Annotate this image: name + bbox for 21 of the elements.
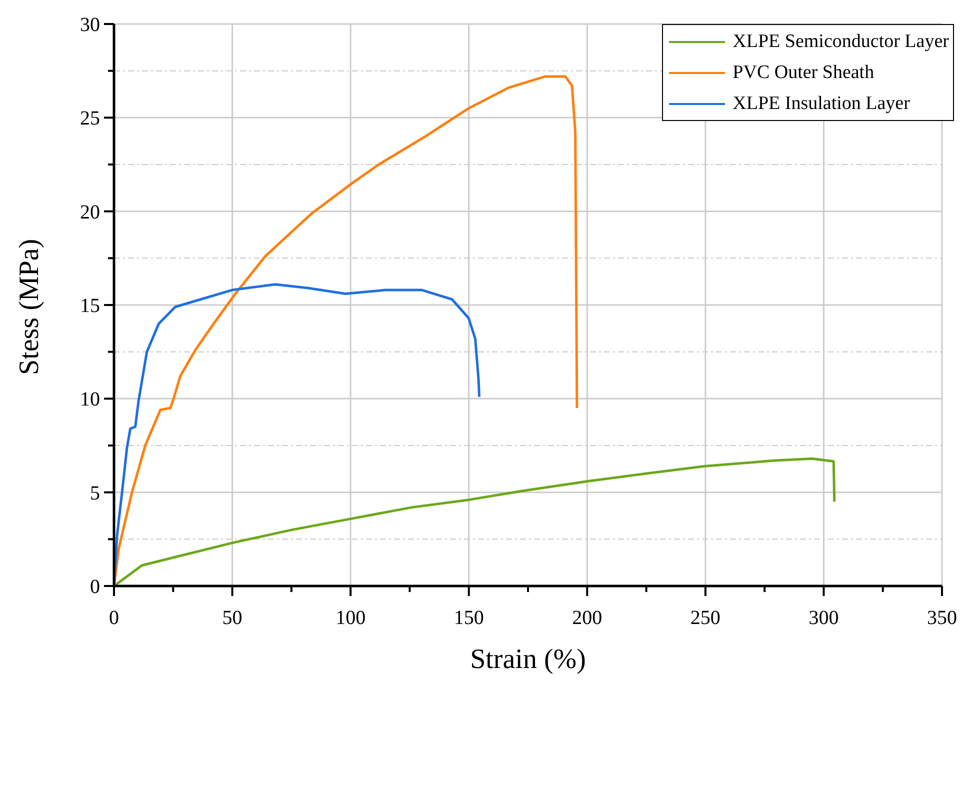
x-tick-label: 50 bbox=[222, 607, 242, 629]
line-series bbox=[114, 457, 836, 586]
y-tick-label: 20 bbox=[80, 201, 100, 224]
x-axis-title: Strain (%) bbox=[470, 644, 586, 675]
y-tick-label: 5 bbox=[90, 482, 100, 504]
x-tick-label: 0 bbox=[109, 607, 119, 629]
x-tick-label: 300 bbox=[808, 607, 839, 629]
legend-label: XLPE Insulation Layer bbox=[732, 92, 910, 116]
y-tick-label: 15 bbox=[80, 295, 100, 317]
y-axis-title: Stess (MPa) bbox=[14, 238, 45, 375]
legend-label: XLPE Semiconductor Layer bbox=[732, 30, 949, 54]
y-tick-label: 0 bbox=[90, 576, 100, 598]
y-tick-label: 30 bbox=[80, 14, 100, 36]
x-tick-label: 200 bbox=[572, 607, 602, 629]
x-tick-label: 100 bbox=[336, 607, 366, 629]
y-tick-label: 25 bbox=[80, 108, 100, 130]
x-tick-label: 350 bbox=[927, 607, 957, 629]
legend-label: PVC Outer Sheath bbox=[732, 61, 874, 85]
x-tick-label: 250 bbox=[690, 607, 720, 629]
y-tick-label: 10 bbox=[80, 388, 100, 411]
x-tick-label: 150 bbox=[454, 607, 484, 629]
